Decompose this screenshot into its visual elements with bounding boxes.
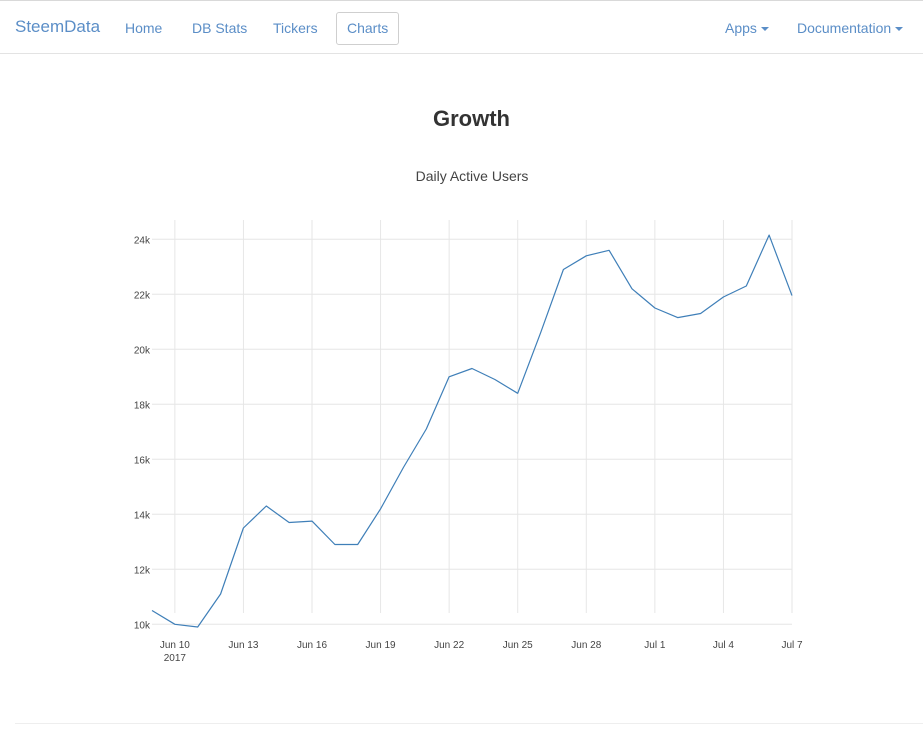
x-tick-label: Jul 1 [644,640,666,651]
data-point [790,294,794,298]
grid-lines [152,220,793,625]
x-tick-label: Jun 10 [160,640,190,651]
data-point [653,306,657,310]
x-tick-label: Jun 22 [434,640,464,651]
series-line-daily-active-users [151,234,793,628]
data-point [630,287,634,291]
y-tick-label: 22k [134,290,151,301]
nav-db-stats[interactable]: DB Stats [192,20,248,36]
data-point [493,378,497,382]
x-tick-label: Jun 16 [297,640,327,651]
nav-home[interactable]: Home [125,20,163,36]
data-point [241,526,245,530]
nav-tickers[interactable]: Tickers [273,20,318,36]
chart-title: Daily Active Users [416,168,529,184]
data-point [401,466,405,470]
data-point [721,295,725,299]
y-tick-label: 18k [134,400,151,411]
data-point [379,507,383,511]
data-point [744,284,748,288]
x-tick-label: Jun 13 [228,640,258,651]
nav-documentation-dropdown[interactable]: Documentation [797,20,904,36]
data-point [310,519,314,523]
data-point [173,622,177,626]
data-point [356,543,360,547]
y-tick-label: 12k [134,565,151,576]
y-tick-label: 16k [134,455,151,466]
x-tick-label: Jun 19 [366,640,396,651]
nav-apps-label: Apps [725,20,757,36]
data-point [699,312,703,316]
data-point [150,609,154,613]
data-point [424,427,428,431]
x-tick-label: Jul 4 [713,640,735,651]
y-tick-label: 20k [134,345,151,356]
data-point [676,316,680,320]
caret-down-icon [895,27,904,32]
y-tick-label: 14k [134,510,151,521]
x-tick-label: Jun 28 [571,640,601,651]
brand-link[interactable]: SteemData [15,17,101,36]
data-point [516,391,520,395]
navbar: SteemData Home DB Stats Tickers Charts A… [0,0,923,54]
series-layer [150,233,794,629]
data-point [561,268,565,272]
data-point [539,331,543,335]
x-tick-label: Jun 25 [503,640,533,651]
data-point [447,375,451,379]
x-tick-year-label: 2017 [164,653,187,664]
x-tick-label: Jul 7 [781,640,803,651]
page-title: Growth [433,106,510,131]
data-point [607,248,611,252]
data-point [287,521,291,525]
data-point [196,625,200,629]
nav-documentation-label: Documentation [797,20,892,36]
data-point [264,504,268,508]
caret-down-icon [760,27,769,32]
data-point [584,254,588,258]
data-point [333,543,337,547]
nav-apps-dropdown[interactable]: Apps [725,20,769,36]
data-point [470,367,474,371]
axis-labels: 10k 12k 14k 16k 18k 20k 22k 24k Jun 10 2017 Jun 13… [134,235,803,664]
data-point [219,592,223,596]
data-point [767,233,771,237]
y-tick-label: 24k [134,235,151,246]
y-tick-label: 10k [134,620,151,631]
daily-active-users-chart: Daily Active Users 10k 12k 14k 16k 18k 20k 22k… [134,168,803,664]
footer-divider [15,723,923,724]
nav-charts[interactable]: Charts [336,12,400,45]
